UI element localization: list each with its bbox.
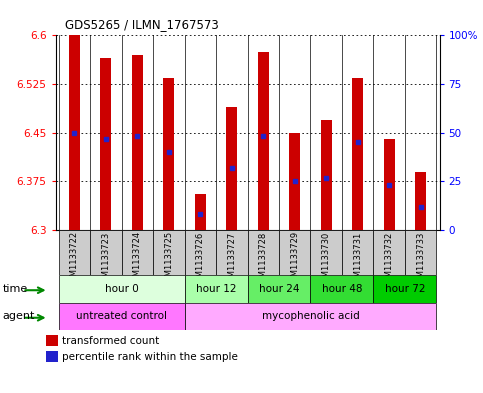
Bar <box>311 275 373 303</box>
Bar <box>100 58 112 230</box>
Bar <box>227 107 237 230</box>
Bar <box>163 77 174 230</box>
Text: GSM1133728: GSM1133728 <box>259 231 268 288</box>
Bar <box>132 55 143 230</box>
Bar <box>46 351 57 362</box>
Bar <box>248 230 279 275</box>
Bar <box>415 171 426 230</box>
Text: untreated control: untreated control <box>76 311 167 321</box>
Text: GDS5265 / ILMN_1767573: GDS5265 / ILMN_1767573 <box>65 18 219 31</box>
Bar <box>153 230 185 275</box>
Bar <box>59 230 90 275</box>
Text: GSM1133722: GSM1133722 <box>70 231 79 287</box>
Text: percentile rank within the sample: percentile rank within the sample <box>62 352 238 362</box>
Bar <box>185 230 216 275</box>
Bar <box>405 230 436 275</box>
Text: GSM1133732: GSM1133732 <box>384 231 394 288</box>
Bar <box>373 230 405 275</box>
Bar <box>258 51 269 230</box>
Bar <box>321 119 332 230</box>
Bar <box>311 230 342 275</box>
Text: GSM1133731: GSM1133731 <box>353 231 362 288</box>
Text: mycophenolic acid: mycophenolic acid <box>262 311 359 321</box>
Bar <box>384 139 395 230</box>
Bar <box>373 275 436 303</box>
Text: GSM1133733: GSM1133733 <box>416 231 425 288</box>
Bar <box>289 132 300 230</box>
Text: GSM1133725: GSM1133725 <box>164 231 173 287</box>
Text: hour 24: hour 24 <box>259 284 299 294</box>
Bar <box>352 77 363 230</box>
Bar <box>342 230 373 275</box>
Text: transformed count: transformed count <box>62 336 159 346</box>
Text: time: time <box>2 284 28 294</box>
Text: GSM1133726: GSM1133726 <box>196 231 205 288</box>
Text: GSM1133730: GSM1133730 <box>322 231 331 288</box>
Text: GSM1133729: GSM1133729 <box>290 231 299 287</box>
Bar <box>279 230 311 275</box>
Text: GSM1133727: GSM1133727 <box>227 231 236 288</box>
Bar <box>90 230 122 275</box>
Text: hour 72: hour 72 <box>384 284 425 294</box>
Text: GSM1133724: GSM1133724 <box>133 231 142 287</box>
Bar <box>248 275 311 303</box>
Text: hour 48: hour 48 <box>322 284 362 294</box>
Text: hour 12: hour 12 <box>196 284 236 294</box>
Bar <box>69 35 80 230</box>
Bar <box>185 275 248 303</box>
Bar <box>195 194 206 230</box>
Bar <box>59 275 185 303</box>
Bar <box>59 303 185 330</box>
Bar <box>216 230 248 275</box>
Bar <box>46 335 57 346</box>
Text: GSM1133723: GSM1133723 <box>101 231 111 288</box>
Text: hour 0: hour 0 <box>105 284 139 294</box>
Bar <box>122 230 153 275</box>
Text: agent: agent <box>2 311 35 321</box>
Bar <box>185 303 436 330</box>
